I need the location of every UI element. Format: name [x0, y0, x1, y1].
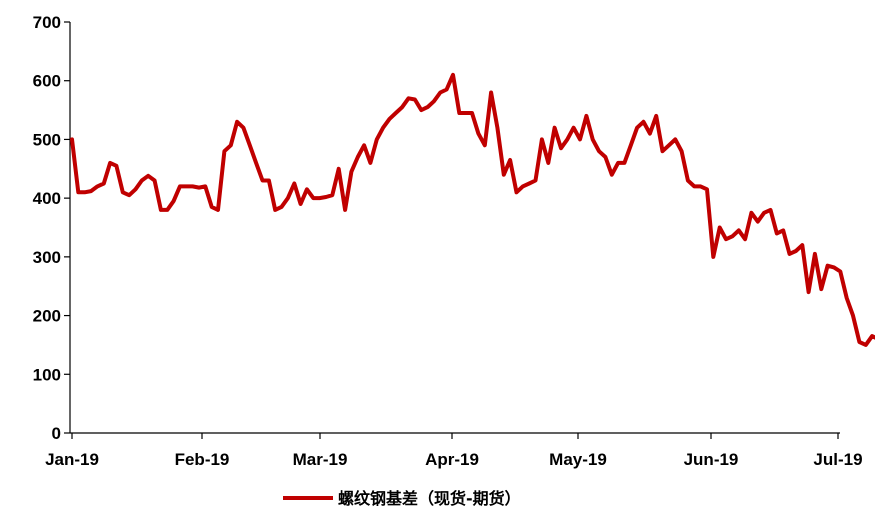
x-tick-label: Apr-19	[425, 450, 479, 469]
x-tick-label: Mar-19	[293, 450, 348, 469]
y-tick-label: 500	[33, 130, 61, 149]
y-tick-label: 700	[33, 13, 61, 32]
y-tick-label: 600	[33, 72, 61, 91]
y-tick-label: 400	[33, 189, 61, 208]
x-axis-ticks: Jan-19 Feb-19 Mar-19 Apr-19 May-19 Jun-19 Jul-…	[45, 433, 863, 469]
x-tick-label: May-19	[549, 450, 607, 469]
legend: 螺纹钢基差（现货-期货）	[283, 489, 521, 508]
y-axis-ticks: 0 100 200 300 400 500 600 700	[33, 13, 70, 443]
series-line	[70, 72, 875, 347]
y-tick-label: 100	[33, 365, 61, 384]
x-tick-label: Jan-19	[45, 450, 99, 469]
y-tick-label: 200	[33, 307, 61, 326]
x-tick-label: Jun-19	[684, 450, 739, 469]
legend-label: 螺纹钢基差（现货-期货）	[338, 489, 521, 508]
x-tick-label: Jul-19	[813, 450, 862, 469]
x-tick-label: Feb-19	[175, 450, 230, 469]
y-tick-label: 300	[33, 248, 61, 267]
y-tick-label: 0	[52, 424, 61, 443]
